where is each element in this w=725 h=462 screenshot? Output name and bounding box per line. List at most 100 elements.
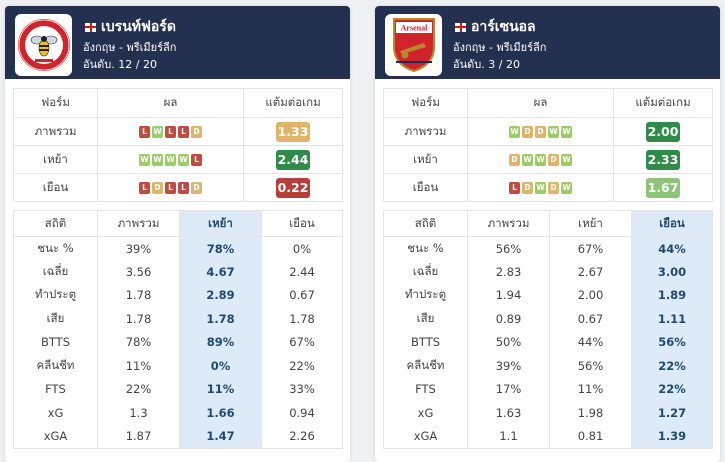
league-name[interactable]: อังกฤษ - พรีเมียร์ลีก [453,41,547,54]
team-card-arsenal: Arsenal อาร์เซนอล อังกฤษ - พรีเมียร์ลีก … [375,6,720,462]
form-result-badge: L [139,126,150,138]
stats-label: คลีนชีท [383,354,468,378]
form-header: ผล [97,88,244,118]
form-result-badge: D [152,182,163,194]
form-header: แต้มต่อเกม [613,88,713,118]
stats-value: 2.83 [467,260,550,284]
team-name[interactable]: เบรนท์ฟอร์ด [101,19,176,35]
stats-value: 50% [467,330,550,354]
ppg-badge: 1.33 [276,121,310,142]
stats-row: เฉลี่ย 3.56 4.67 2.44 [13,260,343,284]
ppg-badge: 2.33 [646,149,680,170]
stats-value: 0.89 [467,307,550,331]
stats-value: 1.66 [179,401,262,425]
stats-label: เฉลี่ย [13,260,98,284]
stats-value: 2.00 [549,283,632,307]
arsenal-cannon-icon: Arsenal [392,18,435,73]
stats-header: ภาพรวม [467,210,550,237]
form-result-badge: D [548,154,559,166]
stats-value: 0% [179,354,262,378]
stats-row: BTTS 78% 89% 67% [13,330,343,354]
stats-label: FTS [13,377,98,401]
stats-value: 1.87 [97,424,180,449]
team-logo[interactable] [15,14,72,76]
stats-value: 3.56 [97,260,180,284]
form-result-badge: W [561,182,572,194]
stats-value: 89% [179,330,262,354]
stats-header: เหย้า [549,210,632,237]
league-rank: อันดับ. 12 / 20 [83,58,157,71]
stats-value: 1.3 [97,401,180,425]
form-result-badge: L [139,182,150,194]
stats-value: 11% [97,354,180,378]
form-header-row: ฟอร์ม ผล แต้มต่อเกม [383,88,713,118]
stats-value: 56% [631,330,713,354]
form-row-label: ภาพรวม [383,117,468,146]
league-name[interactable]: อังกฤษ - พรีเมียร์ลีก [83,41,177,54]
form-result-badge: D [191,182,202,194]
form-row-label: เยือน [13,173,98,202]
form-result-badge: W [178,154,189,166]
league-rank: อันดับ. 3 / 20 [453,58,520,71]
stats-value: 1.39 [631,424,713,449]
stats-row: BTTS 50% 44% 56% [383,330,713,354]
stats-value: 33% [261,377,343,401]
stats-value: 44% [549,330,632,354]
form-result-badge: L [165,182,176,194]
stats-header: สถิติ [383,210,468,237]
stats-value: 1.78 [179,307,262,331]
ppg-badge: 1.67 [646,177,680,198]
stats-label: เสีย [13,307,98,331]
stats-value: 11% [179,377,262,401]
stats-label: xG [383,401,468,425]
stats-value: 1.78 [97,307,180,331]
form-result-badge: L [178,182,189,194]
stats-value: 17% [467,377,550,401]
stats-header: เหย้า [179,210,262,237]
stats-value: 1.27 [631,401,713,425]
stats-value: 2.89 [179,283,262,307]
ppg-badge: 2.00 [646,121,680,142]
form-result-badge: W [509,126,520,138]
england-flag-icon [455,22,466,32]
stats-value: 56% [549,354,632,378]
stats-label: BTTS [13,330,98,354]
team-header: เบรนท์ฟอร์ด อังกฤษ - พรีเมียร์ลีก อันดับ… [5,6,350,79]
stats-label: เสีย [383,307,468,331]
stats-header: เยือน [631,210,713,237]
stats-row: เฉลี่ย 2.83 2.67 3.00 [383,260,713,284]
form-result-badge: W [522,154,533,166]
stats-row: คลีนชีท 39% 56% 22% [383,354,713,378]
team-logo[interactable]: Arsenal [385,14,442,76]
stats-value: 56% [467,236,550,260]
form-result-badge: D [522,182,533,194]
form-row-label: เหย้า [383,145,468,174]
stats-header: สถิติ [13,210,98,237]
stats-value: 78% [97,330,180,354]
form-header: แต้มต่อเกม [243,88,343,118]
form-result-badge: D [535,126,546,138]
stats-table: สถิติ ภาพรวม เหย้า เยือน ชนะ % 39% 78% 0% เ… [13,210,343,449]
form-result-badge: D [509,154,520,166]
stats-label: ชนะ % [383,236,468,260]
team-name[interactable]: อาร์เซนอล [471,19,536,35]
stats-header: เยือน [261,210,343,237]
stats-value: 11% [549,377,632,401]
stats-value: 44% [631,236,713,260]
stats-row: คลีนชีท 11% 0% 22% [13,354,343,378]
form-result-badge: W [165,154,176,166]
form-header: ผล [467,88,614,118]
form-result-badge: W [535,154,546,166]
stats-label: เฉลี่ย [383,260,468,284]
stats-label: ทำประตู [383,283,468,307]
stats-value: 22% [261,354,343,378]
brentford-bee-icon [17,19,70,71]
stats-label: FTS [383,377,468,401]
stats-label: ชนะ % [13,236,98,260]
